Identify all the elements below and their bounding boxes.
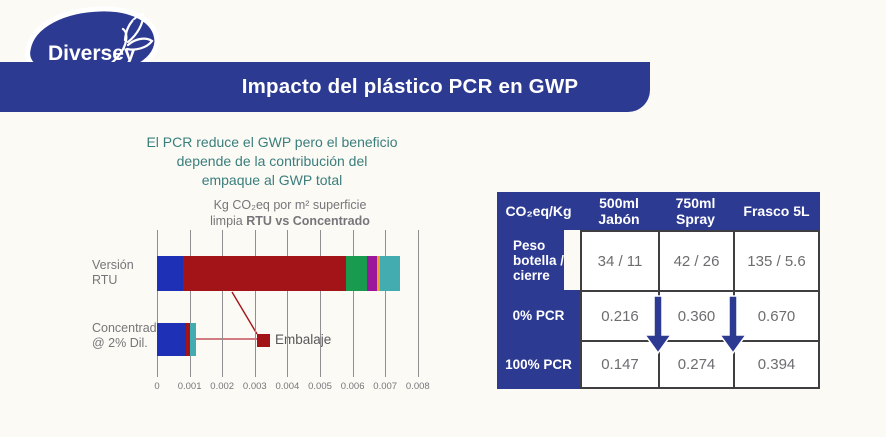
gridline xyxy=(287,230,289,377)
bar-segment-unlabeled-purple xyxy=(367,256,378,291)
chart-subtitle-line1: Kg CO₂eq por m² superficie xyxy=(213,198,367,212)
x-tick-label: 0.001 xyxy=(177,381,202,392)
table-cell-100pcr-frasco5l: 0.394 xyxy=(733,340,820,389)
bar-segment-unlabeled-blue xyxy=(157,256,184,291)
chart-message-line3: empaque al GWP total xyxy=(201,172,343,188)
bar-segment-Embalaje xyxy=(183,256,347,291)
bar-segment-Embalaje xyxy=(186,323,190,356)
table-header-500ml: 500ml Jabón xyxy=(580,192,658,230)
chart-subtitle-line2: limpia RTU vs Concentrado xyxy=(120,213,460,229)
chart-message-line2: depende de la contribución del xyxy=(176,153,368,169)
x-tick-label: 0.007 xyxy=(373,381,398,392)
gridline xyxy=(189,230,191,377)
page-title: Impacto del plástico PCR en GWP xyxy=(241,75,579,98)
chart-subtitle-line2-bold: RTU vs Concentrado xyxy=(246,214,370,228)
table-cell-100pcr-500ml: 0.147 xyxy=(580,340,658,389)
x-tick-label: 0.004 xyxy=(275,381,300,392)
bar-segment-unlabeled-green xyxy=(346,256,368,291)
chart-message: El PCR reduce el GWP pero el beneficio d… xyxy=(102,133,442,190)
gridline xyxy=(417,230,419,377)
diversey-logo: Diversey ™ xyxy=(25,6,160,81)
table-row-label-100pcr: 100% PCR xyxy=(497,340,580,389)
table-row-label-0pcr: 0% PCR xyxy=(497,290,580,340)
table-header-750ml: 750ml Spray xyxy=(658,192,733,230)
gridline xyxy=(157,230,158,377)
hummingbird-icon xyxy=(106,12,154,68)
embalaje-legend-swatch xyxy=(257,334,270,347)
table-row-label-peso: Peso botella / cierre xyxy=(497,230,564,290)
embalaje-callout-lines xyxy=(188,291,258,340)
table-header-co2eq: CO₂eq/Kg xyxy=(497,192,580,230)
gridline xyxy=(254,230,256,377)
bar-segment-unlabeled-teal xyxy=(189,323,197,356)
x-tick-label: 0.008 xyxy=(405,381,430,392)
gwp-table: CO₂eq/Kg 500ml Jabón 750ml Spray Frasco … xyxy=(497,192,820,389)
table-cell-0pcr-frasco5l: 0.670 xyxy=(733,290,820,340)
x-tick-label: 0.002 xyxy=(210,381,235,392)
table-cell-peso-frasco5l: 135 / 5.6 xyxy=(733,230,820,290)
table-cell-peso-500ml: 34 / 11 xyxy=(580,230,658,290)
logo-trademark: ™ xyxy=(132,18,141,28)
gridline xyxy=(222,230,224,377)
gridline xyxy=(352,230,354,377)
chart-subtitle: Kg CO₂eq por m² superficie limpia RTU vs… xyxy=(120,197,460,229)
table-cell-peso-750ml: 42 / 26 xyxy=(658,230,733,290)
header-band: Impacto del plástico PCR en GWP xyxy=(0,62,650,112)
chart-subtitle-line2-regular: limpia xyxy=(210,214,247,228)
bar-segment-unlabeled-orange xyxy=(377,256,381,291)
chart-message-line1: El PCR reduce el GWP pero el beneficio xyxy=(146,134,398,150)
embalaje-legend-label: Embalaje xyxy=(275,332,332,347)
x-tick-label: 0.005 xyxy=(308,381,332,392)
x-tick-label: 0.003 xyxy=(242,381,267,392)
gridline xyxy=(385,230,387,377)
logo-brand-text: Diversey xyxy=(48,42,136,65)
bar-segment-unlabeled-blue xyxy=(157,323,187,356)
bar-segment-unlabeled-teal xyxy=(380,256,400,291)
gridline xyxy=(320,230,321,377)
table-cell-0pcr-500ml: 0.216 xyxy=(580,290,658,340)
y-axis-label-concentrado: Concentrado @ 2% Dil. xyxy=(92,321,164,350)
x-tick-label: 0 xyxy=(154,381,160,392)
table-header-frasco5l: Frasco 5L xyxy=(733,192,820,230)
y-axis-label-rtu: Versión RTU xyxy=(92,258,134,287)
table-cell-0pcr-750ml: 0.360 xyxy=(658,290,733,340)
stacked-bar-chart: Versión RTU Concentrado @ 2% Dil. Embala… xyxy=(92,224,462,404)
table-cell-100pcr-750ml: 0.274 xyxy=(658,340,733,389)
x-tick-label: 0.006 xyxy=(340,381,365,392)
